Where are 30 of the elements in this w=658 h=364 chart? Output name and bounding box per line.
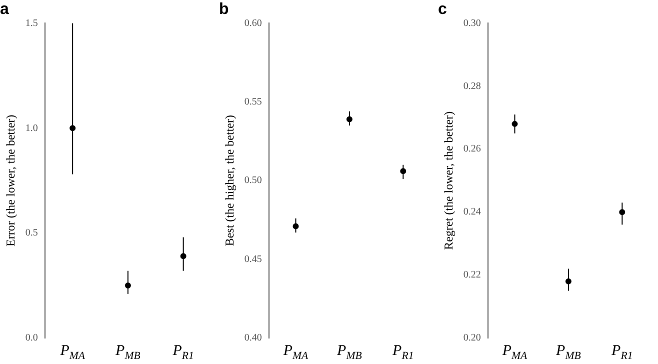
x-tick-label: P$_{MA}$ (502, 343, 528, 362)
y-tick-label: 1.0 (25, 122, 38, 134)
y-axis-title: Error (the lower, the better) (3, 114, 18, 246)
y-tick-label: 0.50 (244, 175, 262, 186)
y-tick-label: 0.40 (244, 332, 262, 344)
y-tick-label: 0.22 (463, 270, 481, 281)
y-tick-label: 0.28 (463, 80, 481, 92)
x-tick-label: P$_{R1}$ (612, 343, 633, 362)
y-tick-label: 0.45 (244, 254, 262, 265)
y-tick-label: 0.0 (25, 332, 38, 344)
x-tick-label: P$_{MB}$ (337, 343, 362, 362)
y-tick-label: 0.30 (463, 18, 481, 29)
x-tick-label: P$_{MA}$ (60, 343, 85, 362)
x-tick-label: P$_{R1}$ (172, 343, 194, 362)
chart-title: a (0, 1, 9, 18)
y-tick-label: 0.26 (463, 144, 481, 155)
y-tick-label: 0.60 (244, 18, 262, 29)
y-tick-label: 0.55 (244, 96, 262, 108)
y-tick-label: 1.5 (25, 18, 38, 29)
chart-title: c (438, 1, 447, 18)
y-axis-title: Regret (the lower, the better) (441, 111, 456, 250)
x-tick-label: P$_{MB}$ (116, 343, 140, 362)
y-tick-label: 0.24 (463, 206, 481, 218)
y-tick-label: 0.5 (25, 228, 38, 239)
x-tick-label: P$_{MB}$ (556, 343, 581, 362)
y-axis-title: Best (the higher, the better) (222, 115, 236, 246)
x-tick-label: P$_{R1}$ (392, 343, 414, 362)
y-tick-label: 0.20 (463, 332, 481, 344)
x-tick-label: P$_{MA}$ (283, 343, 308, 362)
chart-title: b (219, 1, 229, 18)
